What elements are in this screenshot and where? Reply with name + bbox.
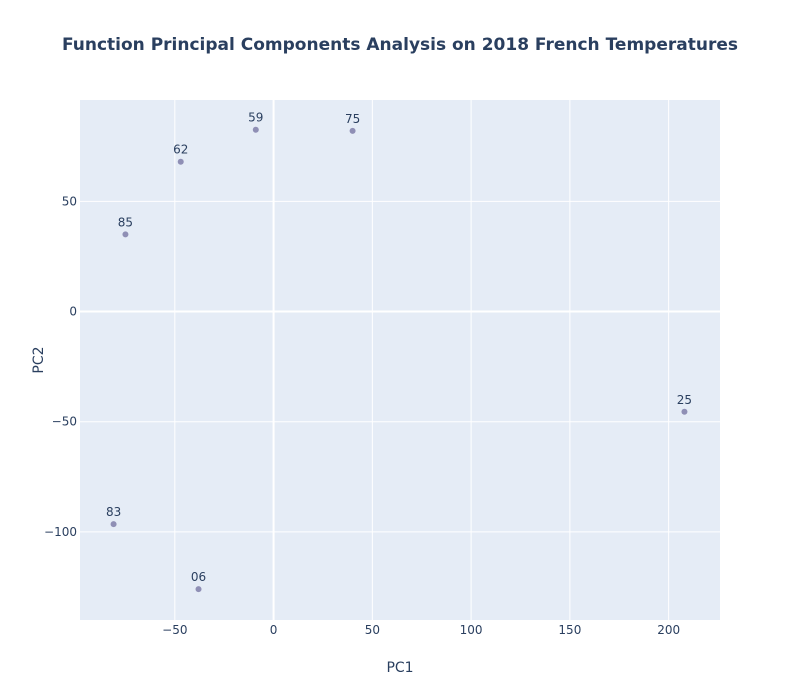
data-point[interactable] — [195, 586, 202, 593]
data-point-label: 83 — [106, 505, 121, 519]
y-tick-label: −100 — [44, 525, 77, 539]
y-tick-label: 0 — [69, 305, 77, 319]
grid-lines — [80, 100, 720, 620]
x-axis-title: PC1 — [386, 660, 413, 676]
data-point-label: 62 — [173, 143, 188, 157]
data-points: 59 75 62 85 25 83 06 — [106, 111, 692, 593]
y-tick-label: 50 — [62, 194, 77, 208]
data-point[interactable] — [252, 126, 259, 133]
data-point-label: 25 — [677, 393, 692, 407]
plot-area — [80, 100, 720, 620]
data-point-label: 85 — [118, 215, 133, 229]
data-point-label: 75 — [345, 112, 360, 126]
x-tick-label: 50 — [365, 623, 380, 637]
data-point[interactable] — [110, 521, 117, 528]
data-point-label: 59 — [248, 111, 263, 125]
chart-title: Function Principal Components Analysis o… — [62, 35, 738, 55]
data-point[interactable] — [177, 158, 184, 165]
x-tick-label: −50 — [162, 623, 187, 637]
x-tick-label: 0 — [270, 623, 278, 637]
data-point[interactable] — [681, 408, 688, 415]
x-tick-label: 150 — [558, 623, 581, 637]
data-point[interactable] — [122, 231, 129, 238]
x-tick-label: 100 — [460, 623, 483, 637]
data-point[interactable] — [349, 127, 356, 134]
x-axis-ticks: −50 0 50 100 150 200 — [162, 623, 680, 637]
x-tick-label: 200 — [657, 623, 680, 637]
y-tick-label: −50 — [52, 415, 77, 429]
y-axis-ticks: −100 −50 0 50 — [44, 194, 77, 539]
y-axis-title: PC2 — [31, 346, 47, 373]
data-point-label: 06 — [191, 570, 206, 584]
